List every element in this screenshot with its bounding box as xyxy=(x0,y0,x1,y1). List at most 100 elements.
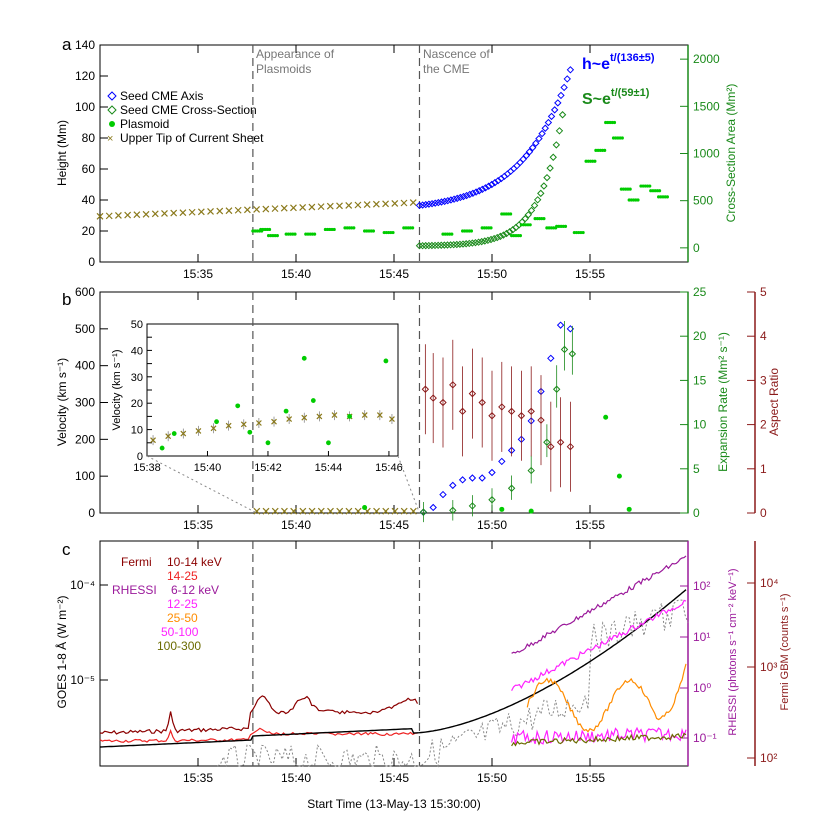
plasmoid-point xyxy=(655,189,659,193)
plasmoid-point xyxy=(572,230,576,235)
plasmoid-point xyxy=(445,232,449,236)
current-sheet-velocity-point xyxy=(382,507,390,515)
plasmoid-point xyxy=(593,159,597,163)
current-sheet-point xyxy=(391,199,399,207)
plasmoid-point xyxy=(253,229,257,233)
plasmoid-point xyxy=(389,230,393,235)
inset-current-sheet-point xyxy=(376,412,383,419)
plasmoid-point xyxy=(469,229,473,233)
panel-b-xtick-label: 15:35 xyxy=(183,518,213,532)
cme-velocity-point xyxy=(537,387,545,396)
current-sheet-velocity-point xyxy=(271,507,279,515)
expansion-rate-point xyxy=(560,345,569,354)
aspect-ratio-point xyxy=(421,385,430,393)
plasmoid-point xyxy=(604,120,608,125)
plasmoid-point xyxy=(261,227,265,232)
panel-b-y2label: Expansion Rate (Mm² s⁻¹) xyxy=(716,332,730,472)
rhessi-100-300-curve xyxy=(511,732,687,747)
plasmoid-point xyxy=(443,232,447,236)
seed-cme-axis-point xyxy=(544,118,553,127)
panel-b-y3tick-label: 4 xyxy=(760,329,767,343)
plasmoid-point xyxy=(323,227,327,232)
plasmoid-point xyxy=(628,187,632,191)
inset-current-sheet-point xyxy=(225,422,232,429)
cme-velocity-point xyxy=(507,446,516,455)
panel-a-ytick-label: 60 xyxy=(82,162,96,176)
inset-current-sheet-point xyxy=(301,414,308,421)
current-sheet-point xyxy=(354,201,362,209)
cme-velocity-point xyxy=(429,503,437,512)
expansion-rate-point xyxy=(488,496,496,504)
current-sheet-point xyxy=(253,206,261,213)
fit-label-s: S~et/(59±1) xyxy=(582,87,650,108)
seed-cme-cross-point xyxy=(533,196,542,204)
panel-b-y3tick-label: 3 xyxy=(760,373,767,387)
seed-cme-axis-point xyxy=(528,143,537,152)
panel-c-ytick-label: 10⁻⁵ xyxy=(70,673,95,687)
plasmoid-point xyxy=(500,212,504,216)
cme-velocity-point xyxy=(439,490,447,499)
expansion-rate-point xyxy=(543,438,551,446)
current-sheet-point xyxy=(317,203,325,211)
legend-rhessi-band-4: 50-100 xyxy=(161,625,199,639)
seed-cme-axis-point xyxy=(513,161,521,170)
legend-plasmoid-label: Plasmoid xyxy=(120,117,169,131)
fermi-14-25-curve xyxy=(99,727,418,743)
panel-a-y2label: Cross-Section Area (Mm²) xyxy=(724,84,738,223)
plasmoid-point xyxy=(611,136,616,140)
inset-current-sheet-point xyxy=(210,425,217,432)
panel-a-ylabel: Height (Mm) xyxy=(55,120,69,186)
plasmoid-point xyxy=(533,217,537,221)
inset-plasmoid-point xyxy=(283,408,289,414)
cme-velocity-point xyxy=(547,354,555,363)
plasmoid-point xyxy=(563,224,568,228)
current-sheet-velocity-point xyxy=(327,507,334,515)
legend-rhessi-band-1: 6-12 keV xyxy=(171,583,219,597)
inset-ytick-label: 40 xyxy=(131,345,143,357)
panel-a-y2tick-label: 1500 xyxy=(693,99,720,113)
annotation-cme-1: Nascence of xyxy=(423,47,490,61)
seed-cme-axis-point xyxy=(550,106,559,114)
seed-cme-axis-point xyxy=(478,185,487,194)
annotation-plasmoids-1: Appearance of xyxy=(256,47,335,61)
legend-rhessi: RHESSI xyxy=(112,583,157,597)
plasmoid-point xyxy=(651,189,655,193)
plasmoid-point xyxy=(330,227,334,232)
seed-cme-axis-point xyxy=(434,198,443,207)
plasmoid-point xyxy=(441,232,445,236)
plasmoid-point xyxy=(559,224,563,228)
plasmoid-velocity-point xyxy=(499,506,505,512)
panel-c-xtick-label: 15:35 xyxy=(183,771,213,785)
current-sheet-point xyxy=(96,212,104,220)
inset-current-sheet-point xyxy=(240,421,247,428)
plasmoid-point xyxy=(263,227,267,232)
seed-cme-cross-point xyxy=(477,237,486,246)
seed-cme-cross-point xyxy=(456,240,464,248)
plasmoid-point xyxy=(275,234,279,238)
aspect-ratio-point xyxy=(517,412,526,420)
current-sheet-point xyxy=(216,207,224,215)
current-sheet-point xyxy=(409,199,417,207)
inset-plasmoid-point xyxy=(247,429,253,435)
rhessi-25-50-curve xyxy=(526,663,687,733)
panel-c-y2tick-label: 10⁻¹ xyxy=(693,731,717,745)
inset-xtick-label: 15:42 xyxy=(254,462,282,474)
aspect-ratio-point xyxy=(566,442,575,451)
plasmoid-velocity-point xyxy=(616,473,622,479)
plasmoid-velocity-point xyxy=(626,506,632,512)
current-sheet-velocity-point xyxy=(354,507,362,515)
plasmoid-point xyxy=(504,212,508,216)
plasmoid-point xyxy=(326,227,330,232)
seed-cme-cross-point xyxy=(540,182,548,190)
inset-connector-left xyxy=(146,455,258,514)
current-sheet-point xyxy=(372,200,380,208)
aspect-ratio-point xyxy=(468,389,477,398)
panel-label-c: c xyxy=(62,540,71,559)
seed-cme-cross-point xyxy=(555,127,564,135)
fit-label-h: h~et/(136±5) xyxy=(582,52,655,73)
plasmoid-point xyxy=(259,227,263,232)
seed-cme-cross-point xyxy=(524,211,533,219)
plasmoid-point xyxy=(616,136,620,140)
cme-velocity-point xyxy=(517,435,526,444)
plasmoid-point xyxy=(267,227,272,232)
